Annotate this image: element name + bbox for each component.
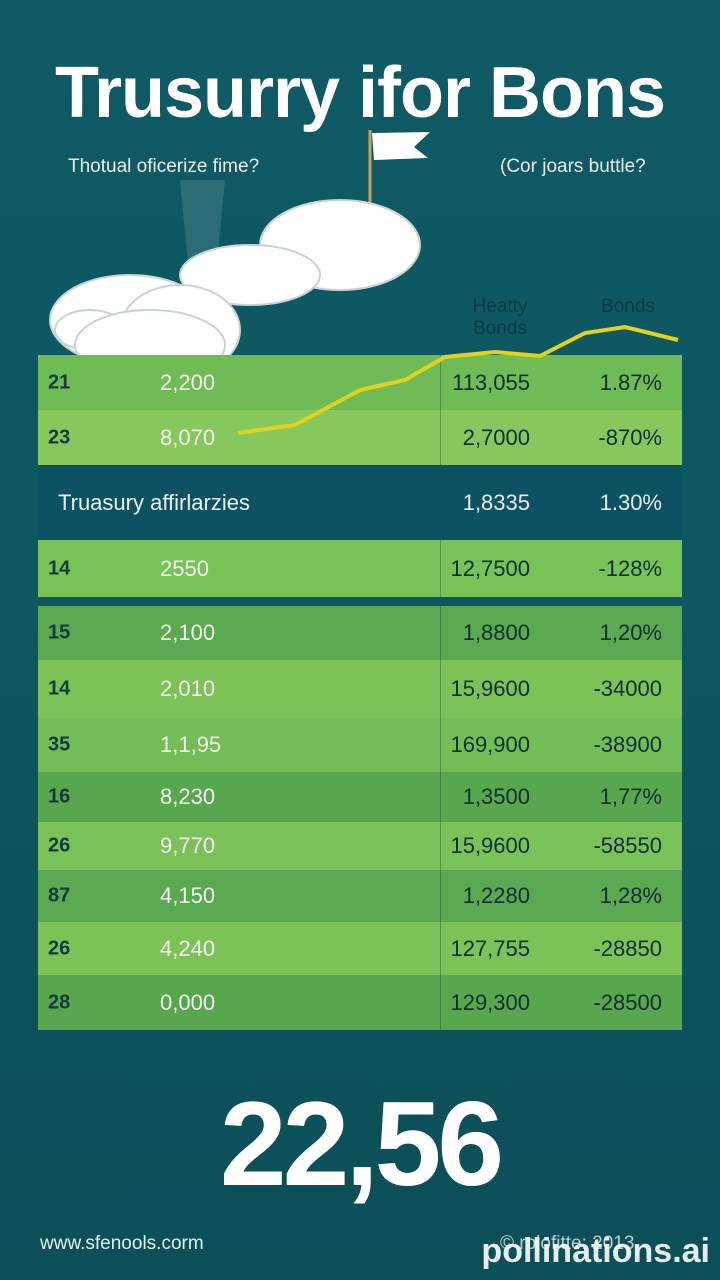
table-row: 14 2,010 15,9600 -34000 bbox=[38, 660, 682, 718]
table-row: 15 2,100 1,8800 1,20% bbox=[38, 606, 682, 660]
table-cell: -28500 bbox=[593, 989, 662, 1015]
table-cell: 1,77% bbox=[599, 784, 662, 809]
table-cell: 28 bbox=[48, 991, 71, 1013]
table-cell: 15,9600 bbox=[450, 833, 530, 858]
table-cell: 1,28% bbox=[599, 883, 662, 908]
table-cell: 12,7500 bbox=[450, 555, 530, 581]
column-divider bbox=[440, 540, 441, 597]
column-divider bbox=[440, 606, 441, 660]
trend-line bbox=[237, 324, 679, 435]
table-row: 14 2550 12,7500 -128% bbox=[38, 540, 682, 597]
big-number: 22,56 bbox=[219, 1077, 504, 1211]
table-cell: 21 bbox=[48, 371, 71, 393]
table-cell: 8,070 bbox=[160, 424, 216, 450]
column-divider bbox=[440, 772, 441, 822]
table-cell: 129,300 bbox=[450, 989, 530, 1015]
table-cell: 1,1,95 bbox=[160, 732, 222, 757]
section-cell: 1,8335 bbox=[462, 489, 530, 515]
subtitle: Thotual oficerize fime? bbox=[68, 156, 260, 177]
table-cell: 1,8800 bbox=[462, 620, 530, 645]
column-header: Bonds bbox=[601, 296, 655, 317]
table-row: 28 0,000 129,300 -28500 bbox=[38, 975, 682, 1030]
table-cell: 1,3500 bbox=[462, 784, 530, 809]
table-cell: 4,240 bbox=[160, 935, 216, 961]
section-cell: 1.30% bbox=[599, 489, 662, 515]
table-row: 26 9,770 15,9600 -58550 bbox=[38, 822, 682, 870]
table-cell: 4,150 bbox=[160, 883, 216, 908]
table-cell: 1.87% bbox=[599, 369, 662, 395]
table-cell: 14 bbox=[48, 557, 71, 579]
table-cell: 26 bbox=[48, 834, 71, 857]
watermark: pollinations.ai bbox=[481, 1232, 710, 1270]
column-divider bbox=[440, 922, 441, 975]
decoration bbox=[49, 130, 430, 381]
trend-line bbox=[237, 324, 679, 435]
table-cell: 26 bbox=[48, 937, 71, 959]
footer-copyright: © rolofitte: 2013 bbox=[500, 1233, 635, 1254]
table-cell: -128% bbox=[598, 555, 662, 581]
table-cell: 0,000 bbox=[160, 989, 216, 1015]
cloud bbox=[49, 199, 421, 381]
footer-link: www.sfenools.corm bbox=[40, 1233, 204, 1254]
column-divider bbox=[440, 410, 441, 465]
subtitle: (Cor joars buttle? bbox=[500, 156, 646, 177]
table-row: 26 4,240 127,755 -28850 bbox=[38, 922, 682, 975]
table-cell: -34000 bbox=[593, 676, 662, 701]
table-cell: 113,055 bbox=[452, 369, 530, 395]
table-cell: 14 bbox=[48, 677, 71, 700]
table-cell: 2,010 bbox=[160, 676, 216, 701]
column-divider bbox=[440, 822, 441, 870]
column-divider bbox=[440, 975, 441, 1030]
column-header: Heatty Bonds bbox=[472, 296, 528, 339]
table-cell: 2,200 bbox=[160, 369, 216, 395]
table-cell: -58550 bbox=[593, 833, 662, 858]
table-row: 87 4,150 1,2280 1,28% bbox=[38, 870, 682, 922]
table-row: 35 1,1,95 169,900 -38900 bbox=[38, 718, 682, 772]
flag bbox=[372, 132, 430, 160]
table-row: 23 8,070 2,7000 -870% bbox=[38, 410, 682, 465]
column-divider bbox=[440, 870, 441, 922]
table-cell: 15,9600 bbox=[450, 676, 530, 701]
table-cell: 9,770 bbox=[160, 833, 216, 858]
column-divider bbox=[440, 355, 441, 410]
table-cell: 169,900 bbox=[450, 732, 530, 757]
table-cell: 16 bbox=[48, 785, 71, 808]
table-cell: 23 bbox=[48, 426, 71, 448]
column-divider bbox=[440, 718, 441, 772]
table-cell: 35 bbox=[48, 733, 71, 756]
column-divider bbox=[440, 660, 441, 718]
table-cell: 2,7000 bbox=[462, 424, 530, 450]
table-row: 16 8,230 1,3500 1,77% bbox=[38, 772, 682, 822]
table-cell: -28850 bbox=[593, 935, 662, 961]
title: Trusurry ifor Bons bbox=[54, 53, 666, 133]
table-cell: 1,20% bbox=[599, 620, 662, 645]
table-cell: 8,230 bbox=[160, 784, 216, 809]
table-cell: 2,100 bbox=[160, 620, 216, 645]
table-cell: 127,755 bbox=[450, 935, 530, 961]
table-cell: -870% bbox=[598, 424, 662, 450]
section-row: Truasury affirlarzies 1,8335 1.30% bbox=[38, 465, 682, 540]
table-cell: 1,2280 bbox=[462, 883, 530, 908]
table-cell: 15 bbox=[48, 621, 71, 644]
table-cell: 2550 bbox=[160, 555, 209, 581]
table-cell: -38900 bbox=[593, 732, 662, 757]
table-row: 21 2,200 113,055 1.87% bbox=[38, 355, 682, 410]
section-label: Truasury affirlarzies bbox=[58, 489, 250, 515]
table-cell: 87 bbox=[48, 884, 71, 907]
